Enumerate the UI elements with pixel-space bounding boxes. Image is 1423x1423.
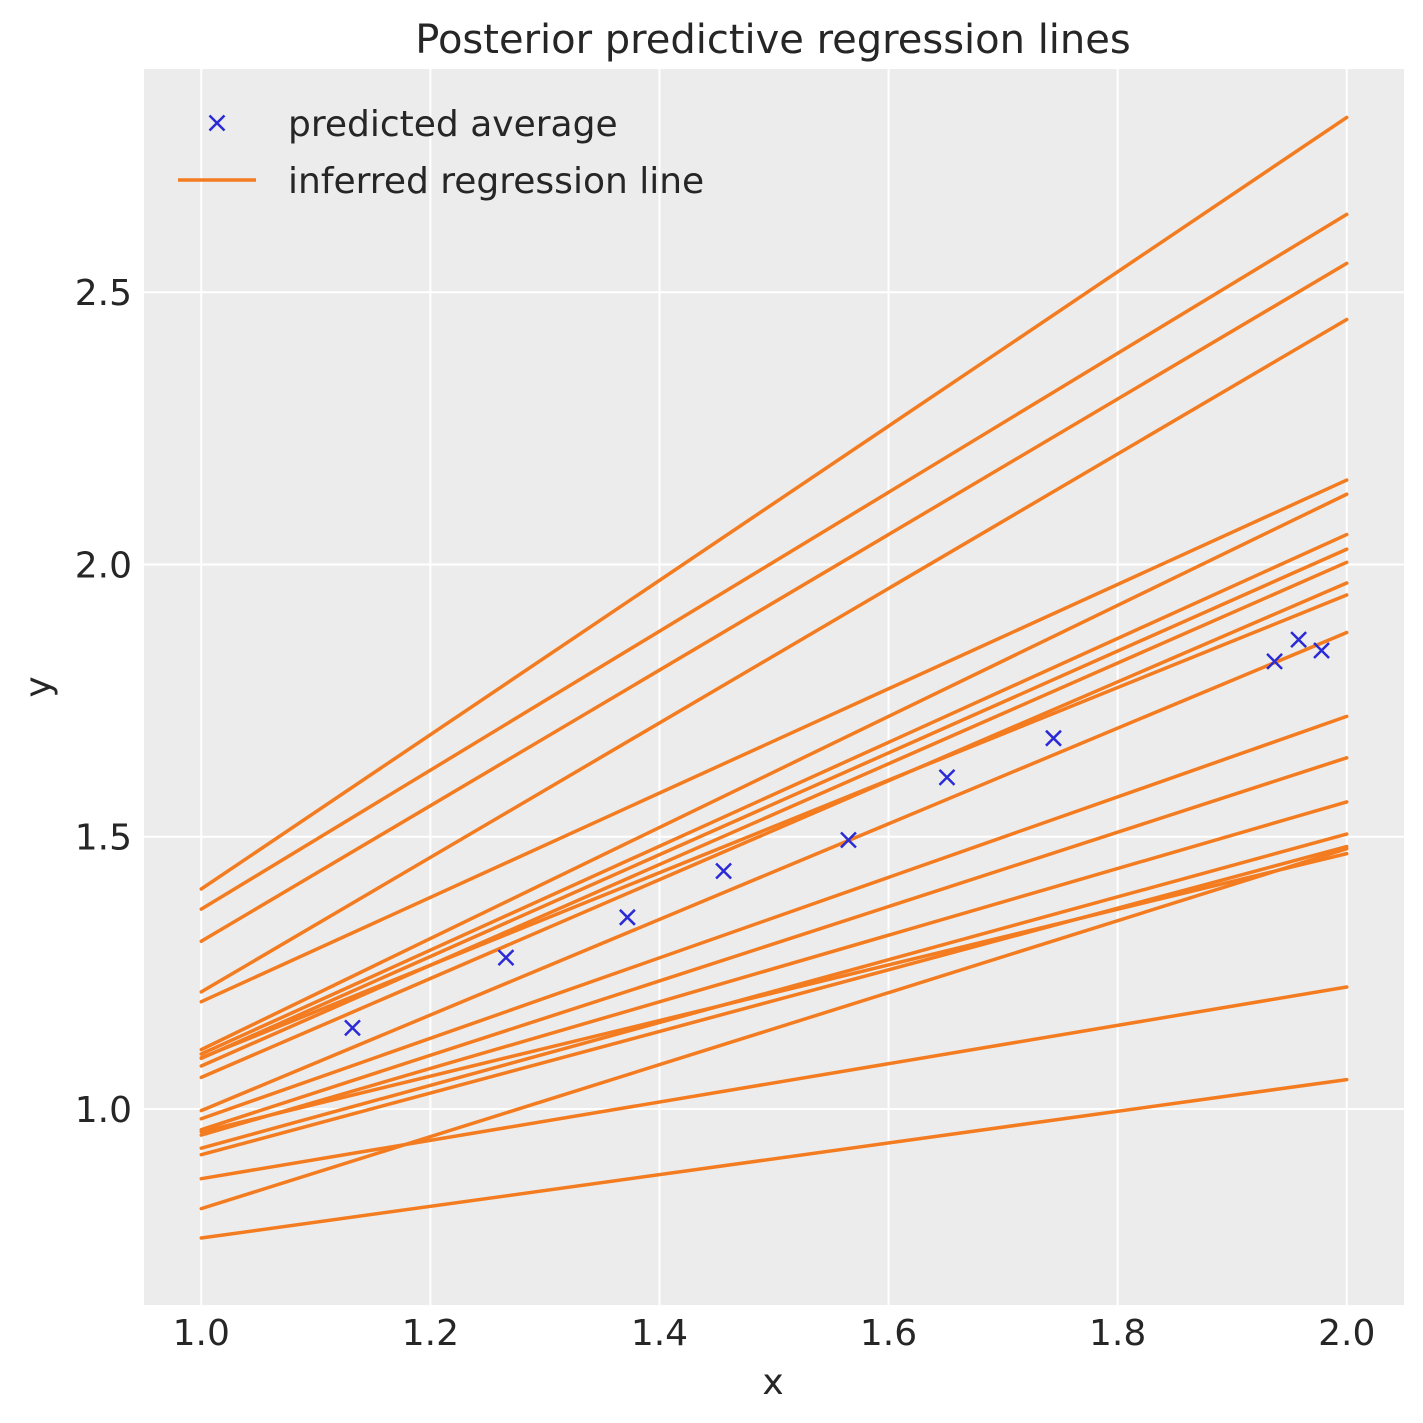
predicted-average-point [938, 769, 956, 786]
predicted-average-point [1313, 642, 1330, 659]
x-axis-label: x [762, 1362, 783, 1403]
predicted-average-point [618, 908, 636, 926]
regression-line [199, 846, 1349, 1211]
legend: predicted average inferred regression li… [178, 104, 704, 202]
x-tick-label: 1.4 [631, 1313, 688, 1354]
regression-line [199, 532, 1349, 1056]
regression-line [199, 851, 1349, 1134]
predicted-average-point [715, 862, 732, 880]
regression-line [199, 115, 1349, 891]
predicted-average-point [1266, 653, 1283, 670]
regression-line [199, 630, 1349, 1113]
y-axis-label: y [18, 676, 59, 697]
regression-line [199, 800, 1349, 1137]
predicted-average-point [497, 949, 515, 966]
y-tick-label: 1.5 [75, 818, 132, 859]
x-tick-label: 1.8 [1089, 1313, 1146, 1354]
legend-x-glyph [208, 114, 226, 132]
legend-label-regression-line: inferred regression line [288, 161, 704, 202]
regression-line [199, 478, 1349, 1004]
legend-marker-predicted-average [208, 114, 226, 132]
predicted-average-point [344, 1019, 361, 1037]
predicted-average-point [1290, 631, 1308, 649]
regression-line [199, 1077, 1349, 1240]
regression-line [199, 844, 1349, 1157]
legend-label-predicted-average: predicted average [288, 104, 618, 145]
x-tick-label: 2.0 [1318, 1313, 1375, 1354]
y-tick-label: 1.0 [75, 1090, 132, 1131]
predicted-average-point [840, 831, 857, 849]
regression-line [199, 492, 1349, 1052]
y-tick-label: 2.0 [75, 545, 132, 586]
tick-labels: 1.0 1.2 1.4 1.6 1.8 2.0 1.0 1.5 2.0 2.5 [75, 273, 1376, 1354]
grid-lines [144, 69, 1404, 1305]
predicted-average-point [1045, 729, 1062, 747]
y-tick-label: 2.5 [75, 273, 132, 314]
series-layer [199, 115, 1349, 1240]
regression-line [199, 714, 1349, 1121]
regression-line [199, 547, 1349, 1061]
x-tick-label: 1.0 [173, 1313, 230, 1354]
regression-line [199, 756, 1349, 1132]
regression-line [199, 581, 1349, 1080]
regression-line [199, 212, 1349, 911]
x-tick-label: 1.6 [860, 1313, 917, 1354]
regression-line [199, 317, 1349, 994]
regression-line [199, 261, 1349, 944]
regression-line [199, 985, 1349, 1181]
regression-line [199, 593, 1349, 1060]
x-tick-label: 1.2 [402, 1313, 459, 1354]
chart-title: Posterior predictive regression lines [415, 17, 1130, 63]
